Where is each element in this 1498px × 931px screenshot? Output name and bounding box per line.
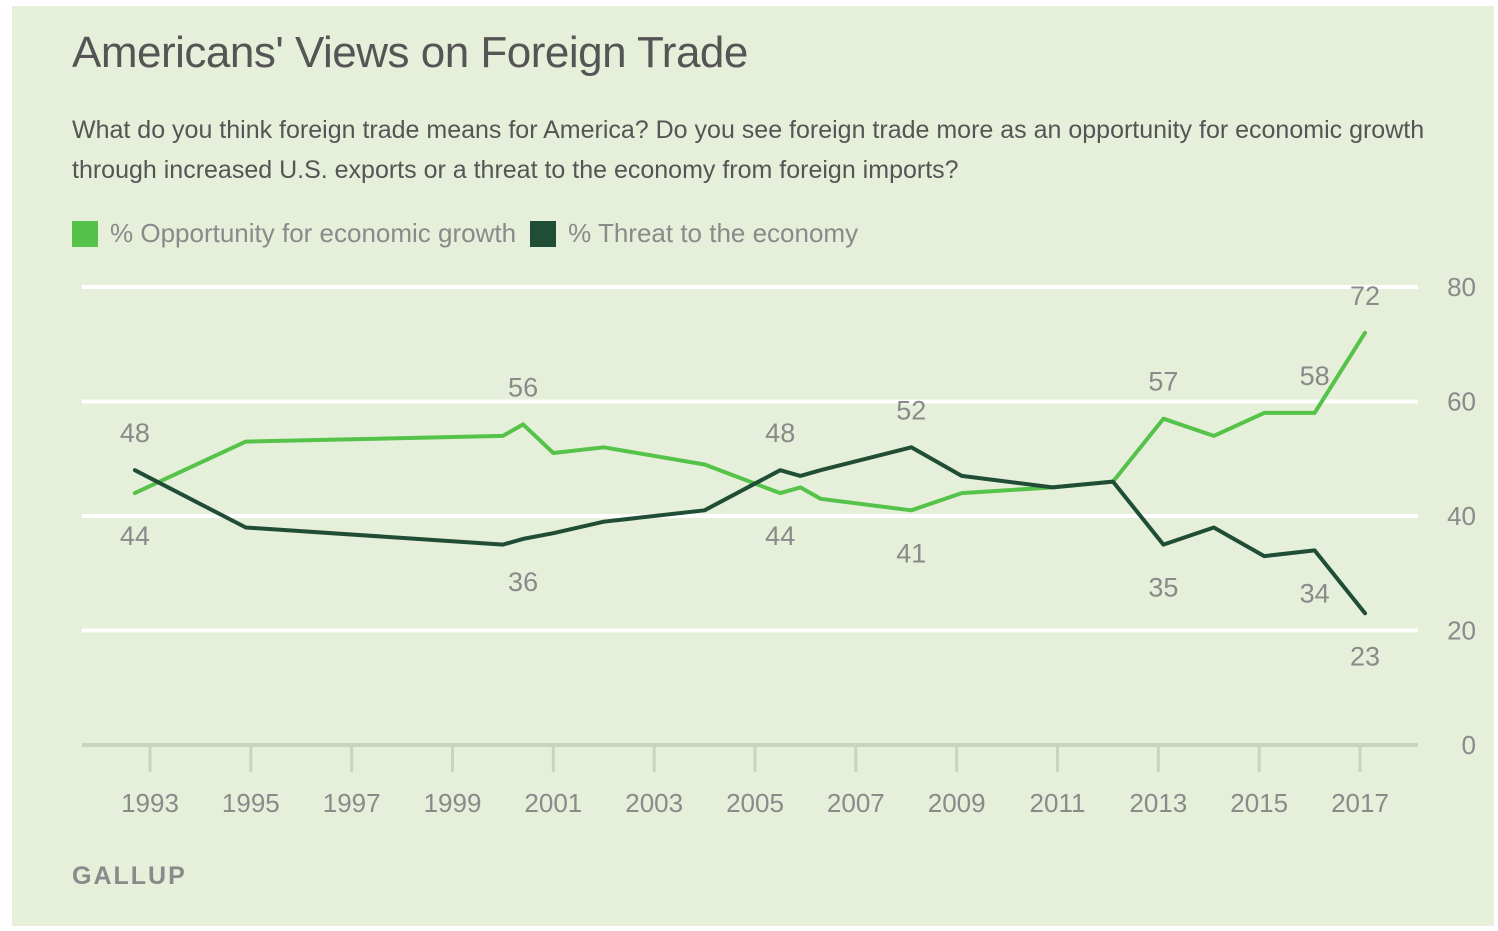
x-tick-label: 1997 [323, 788, 381, 818]
x-tick-label: 1993 [121, 788, 179, 818]
x-tick-label: 2013 [1129, 788, 1187, 818]
legend-item-threat: % Threat to the economy [530, 218, 858, 249]
grid-layer [82, 285, 1418, 633]
x-tick-label: 2003 [625, 788, 683, 818]
x-tick-label: 1999 [424, 788, 482, 818]
axis-layer: 0 20 40 60 80 1993 1995 1997 1999 2001 2003 2005 200… [82, 272, 1476, 818]
x-tick-label: 2005 [726, 788, 784, 818]
data-label: 48 [120, 418, 150, 448]
data-label: 35 [1148, 573, 1178, 603]
data-label: 44 [765, 521, 795, 551]
y-tick-label: 0 [1462, 730, 1476, 760]
x-tick-label: 1995 [222, 788, 280, 818]
x-tick-label: 2007 [827, 788, 885, 818]
data-label: 58 [1300, 361, 1330, 391]
legend: % Opportunity for economic growth % Thre… [72, 218, 872, 249]
label-layer: 44 48 56 36 44 48 52 41 57 35 58 34 72 23 [120, 281, 1380, 672]
legend-swatch-opportunity [72, 220, 98, 247]
legend-item-opportunity: % Opportunity for economic growth [72, 218, 516, 249]
data-label: 36 [508, 567, 538, 597]
data-label: 56 [508, 372, 538, 402]
data-label: 44 [120, 521, 150, 551]
chart-title: Americans' Views on Foreign Trade [72, 28, 748, 77]
data-label: 72 [1350, 281, 1380, 311]
y-tick-label: 40 [1447, 501, 1476, 531]
x-tick-label: 2015 [1230, 788, 1288, 818]
x-tick-label: 2001 [524, 788, 582, 818]
chart-subtitle: What do you think foreign trade means fo… [72, 116, 1425, 184]
legend-label-threat: % Threat to the economy [568, 218, 859, 248]
series-line-opportunity [132, 330, 1367, 513]
x-tick-label: 2011 [1030, 788, 1086, 818]
series-line-threat [132, 445, 1367, 616]
x-tick-label: 2009 [928, 788, 986, 818]
series-layer [132, 330, 1367, 616]
data-label: 48 [765, 418, 795, 448]
y-tick-label: 20 [1447, 616, 1476, 646]
legend-label-opportunity: % Opportunity for economic growth [110, 218, 517, 248]
data-label: 34 [1300, 578, 1330, 608]
data-label: 57 [1148, 367, 1178, 397]
y-tick-label: 80 [1447, 272, 1476, 302]
y-tick-label: 60 [1447, 387, 1476, 417]
data-label: 23 [1350, 641, 1380, 671]
legend-swatch-threat [530, 220, 557, 247]
source-label: GALLUP [72, 862, 187, 890]
x-tick-label: 2017 [1331, 788, 1389, 818]
data-label: 41 [896, 538, 926, 568]
chart-card [12, 6, 1494, 926]
data-label: 52 [896, 395, 926, 425]
